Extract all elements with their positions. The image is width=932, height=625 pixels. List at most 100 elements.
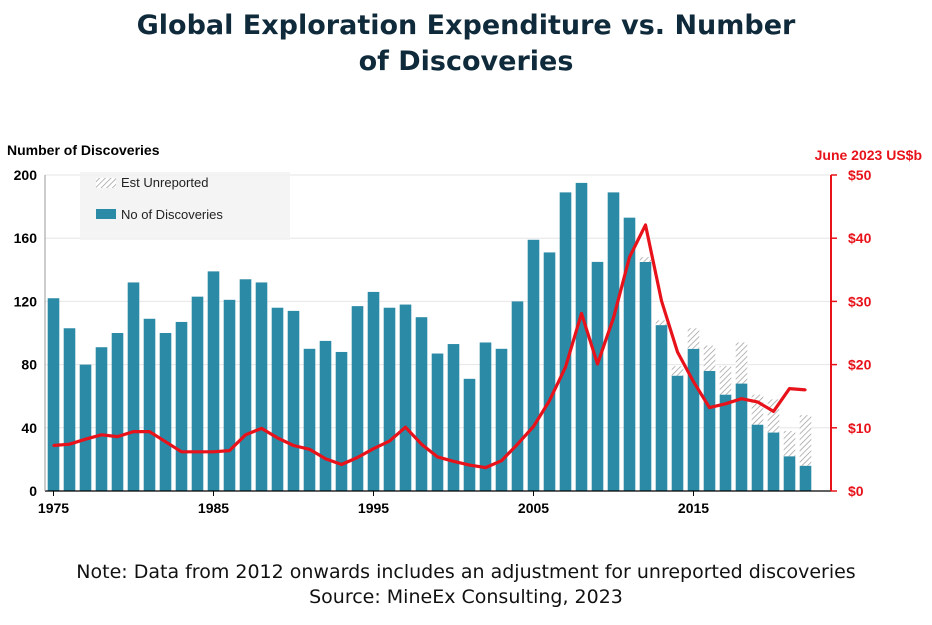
discovery-bar bbox=[367, 291, 380, 491]
x-tick-label: 2005 bbox=[518, 500, 549, 516]
expenditure-point bbox=[516, 443, 519, 446]
expenditure-line bbox=[52, 223, 807, 470]
x-tick-label: 1985 bbox=[198, 500, 229, 516]
discovery-bar bbox=[319, 340, 332, 491]
expenditure-point bbox=[180, 450, 183, 454]
chart-title-line-2: of Discoveries bbox=[358, 46, 574, 77]
expenditure-point bbox=[468, 463, 471, 467]
expenditure-point bbox=[324, 457, 327, 460]
discovery-bar bbox=[639, 261, 652, 491]
discovery-bar bbox=[623, 217, 636, 491]
discovery-bar bbox=[335, 351, 348, 491]
discovery-bar bbox=[239, 279, 252, 491]
expenditure-point bbox=[772, 410, 775, 413]
unreported-bar bbox=[703, 345, 716, 371]
discovery-bar bbox=[255, 282, 268, 491]
legend-unreported-swatch bbox=[96, 178, 116, 188]
discovery-bar bbox=[751, 424, 764, 491]
discovery-bar bbox=[575, 182, 588, 491]
x-tick-label: 1995 bbox=[358, 500, 389, 516]
expenditure-point bbox=[84, 437, 87, 441]
discovery-bar bbox=[799, 465, 812, 491]
discovery-bar bbox=[655, 325, 668, 491]
discovery-bar bbox=[431, 353, 444, 491]
expenditure-point bbox=[212, 450, 215, 454]
expenditure-point bbox=[484, 466, 487, 469]
discovery-bar bbox=[271, 307, 284, 491]
right-tick-label: $20 bbox=[848, 357, 872, 373]
expenditure-point bbox=[404, 425, 407, 429]
expenditure-point bbox=[660, 299, 663, 302]
discovery-bar bbox=[95, 347, 108, 491]
discovery-bar bbox=[383, 307, 396, 491]
expenditure-point bbox=[596, 362, 599, 366]
left-tick-label: 0 bbox=[29, 483, 37, 499]
discovery-bar bbox=[415, 317, 428, 491]
discovery-bar bbox=[607, 192, 620, 491]
unreported-bar bbox=[767, 399, 780, 433]
x-tick-label: 1975 bbox=[38, 500, 69, 516]
discovery-bar bbox=[479, 342, 492, 491]
discovery-bar bbox=[703, 370, 716, 491]
discovery-bar bbox=[47, 298, 60, 491]
note-text: Note: Data from 2012 onwards includes an… bbox=[76, 561, 856, 583]
expenditure-point bbox=[116, 435, 119, 438]
unreported-bar bbox=[639, 257, 652, 262]
right-tick-label: $30 bbox=[848, 293, 872, 309]
expenditure-point bbox=[644, 223, 647, 227]
discovery-bar bbox=[559, 192, 572, 491]
unreported-bar bbox=[799, 415, 812, 466]
discovery-bar bbox=[175, 321, 188, 491]
expenditure-point bbox=[804, 388, 807, 392]
expenditure-point bbox=[628, 255, 631, 259]
discovery-bar bbox=[783, 456, 796, 491]
left-tick-label: 40 bbox=[21, 420, 37, 436]
expenditure-point bbox=[692, 380, 695, 383]
expenditure-point bbox=[724, 402, 727, 405]
unreported-bar bbox=[671, 366, 684, 376]
left-tick-label: 80 bbox=[21, 357, 37, 373]
left-tick-label: 200 bbox=[14, 167, 38, 183]
x-tick-label: 2015 bbox=[678, 500, 709, 516]
expenditure-point bbox=[196, 450, 199, 454]
chart-title: Global Exploration Expenditure vs. Numbe… bbox=[0, 8, 932, 80]
discovery-bar bbox=[159, 333, 172, 491]
chart: 0 $0 40 $10 80 $20 120 $30 160 $40 200 $50 1975 1985 1… bbox=[7, 142, 922, 516]
expenditure-point bbox=[372, 447, 375, 450]
discovery-bar bbox=[463, 378, 476, 491]
discovery-bar bbox=[511, 301, 524, 491]
expenditure-point bbox=[788, 387, 791, 390]
discovery-bar bbox=[543, 252, 556, 491]
expenditure-point bbox=[164, 440, 167, 443]
left-axis-label: Number of Discoveries bbox=[7, 142, 160, 158]
expenditure-point bbox=[68, 443, 71, 446]
discovery-bar bbox=[111, 333, 124, 491]
right-tick-label: $50 bbox=[848, 167, 872, 183]
legend-unreported-label: Est Unreported bbox=[121, 175, 208, 190]
footer-notes: Note: Data from 2012 onwards includes an… bbox=[0, 560, 932, 610]
expenditure-point bbox=[452, 460, 455, 463]
unreported-bar bbox=[687, 328, 700, 349]
expenditure-point bbox=[388, 439, 391, 443]
expenditure-point bbox=[500, 459, 503, 462]
expenditure-point bbox=[148, 430, 151, 433]
expenditure-point bbox=[532, 425, 535, 428]
expenditure-point bbox=[100, 433, 103, 436]
unreported-bar bbox=[719, 366, 732, 395]
expenditure-point bbox=[276, 436, 279, 440]
expenditure-point bbox=[244, 433, 247, 436]
discovery-bar bbox=[191, 296, 204, 491]
expenditure-point bbox=[340, 463, 343, 466]
left-tick-label: 160 bbox=[14, 230, 38, 246]
discovery-bar bbox=[287, 310, 300, 491]
bars bbox=[47, 182, 812, 491]
right-tick-label: $10 bbox=[848, 420, 872, 436]
expenditure-point bbox=[260, 427, 263, 430]
discovery-bar bbox=[447, 344, 460, 491]
expenditure-point bbox=[548, 399, 551, 402]
legend-discoveries-swatch bbox=[96, 209, 116, 219]
expenditure-point bbox=[228, 449, 231, 452]
unreported-bar bbox=[655, 320, 668, 326]
expenditure-point bbox=[756, 400, 759, 404]
expenditure-point bbox=[132, 430, 135, 433]
